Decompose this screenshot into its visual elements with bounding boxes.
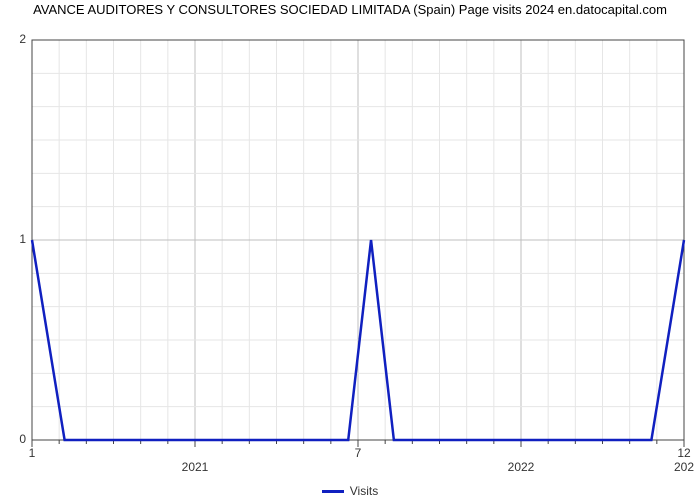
y-tick-label: 1: [19, 232, 26, 246]
x-tick-label: 1: [12, 446, 52, 460]
plot-area: [32, 40, 684, 440]
x-year-label: 202: [664, 460, 700, 474]
legend-swatch: [322, 490, 344, 493]
x-year-label: 2021: [175, 460, 215, 474]
legend: Visits: [0, 484, 700, 498]
x-year-label: 2022: [501, 460, 541, 474]
x-tick-label: 12: [664, 446, 700, 460]
y-tick-label: 0: [19, 432, 26, 446]
chart-title-text: AVANCE AUDITORES Y CONSULTORES SOCIEDAD …: [33, 2, 667, 17]
y-tick-label: 2: [19, 32, 26, 46]
chart-title: AVANCE AUDITORES Y CONSULTORES SOCIEDAD …: [0, 2, 700, 18]
chart-container: AVANCE AUDITORES Y CONSULTORES SOCIEDAD …: [0, 0, 700, 500]
x-tick-label: 7: [338, 446, 378, 460]
legend-label: Visits: [350, 484, 378, 498]
